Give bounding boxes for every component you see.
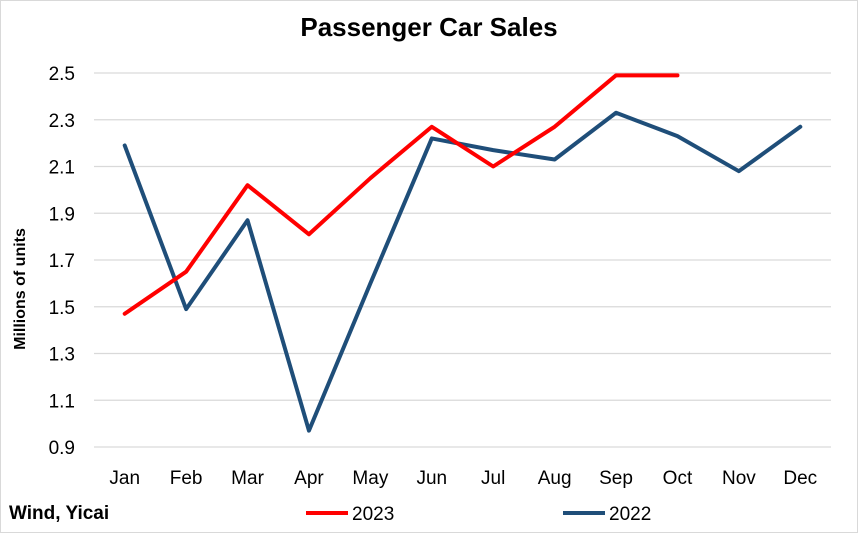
y-tick-label: 2.1 — [49, 158, 75, 179]
legend-label-2023: 2023 — [352, 504, 394, 525]
x-tick-label: Oct — [663, 468, 693, 489]
y-tick-label: 1.7 — [49, 251, 75, 272]
series-line-2023 — [122, 73, 680, 316]
y-axis-label: Millions of units — [12, 228, 29, 350]
source-note: Wind, Yicai — [9, 503, 109, 524]
series-lines — [122, 73, 803, 433]
x-tick-label: Dec — [783, 468, 817, 489]
x-tick-label: May — [352, 468, 388, 489]
x-tick-label: Feb — [170, 468, 203, 489]
x-tick-label: Mar — [231, 468, 264, 489]
y-tick-label: 1.9 — [49, 204, 75, 225]
y-tick-label: 1.3 — [49, 345, 75, 366]
x-tick-label: Sep — [599, 468, 633, 489]
x-tick-labels: Jan Feb Mar Apr May Jun Jul Aug Sep Oct Nov Dec — [109, 468, 817, 489]
legend: 2023 2022 — [306, 504, 651, 525]
chart-title: Passenger Car Sales — [300, 12, 557, 42]
series-line-2022 — [122, 110, 803, 433]
x-tick-label: Apr — [294, 468, 324, 489]
y-tick-labels: 0.9 1.1 1.3 1.5 1.7 1.9 2.1 2.3 2.5 — [49, 64, 75, 459]
x-tick-label: Jan — [109, 468, 140, 489]
legend-label-2022: 2022 — [609, 504, 651, 525]
y-tick-label: 0.9 — [49, 438, 75, 459]
x-tick-label: Nov — [722, 468, 756, 489]
y-tick-label: 1.5 — [49, 298, 75, 319]
gridlines — [94, 72, 831, 448]
x-tick-label: Jun — [416, 468, 447, 489]
y-tick-label: 1.1 — [49, 391, 75, 412]
y-tick-label: 2.5 — [49, 64, 75, 85]
y-tick-label: 2.3 — [49, 111, 75, 132]
x-tick-label: Aug — [538, 468, 572, 489]
x-tick-label: Jul — [481, 468, 505, 489]
